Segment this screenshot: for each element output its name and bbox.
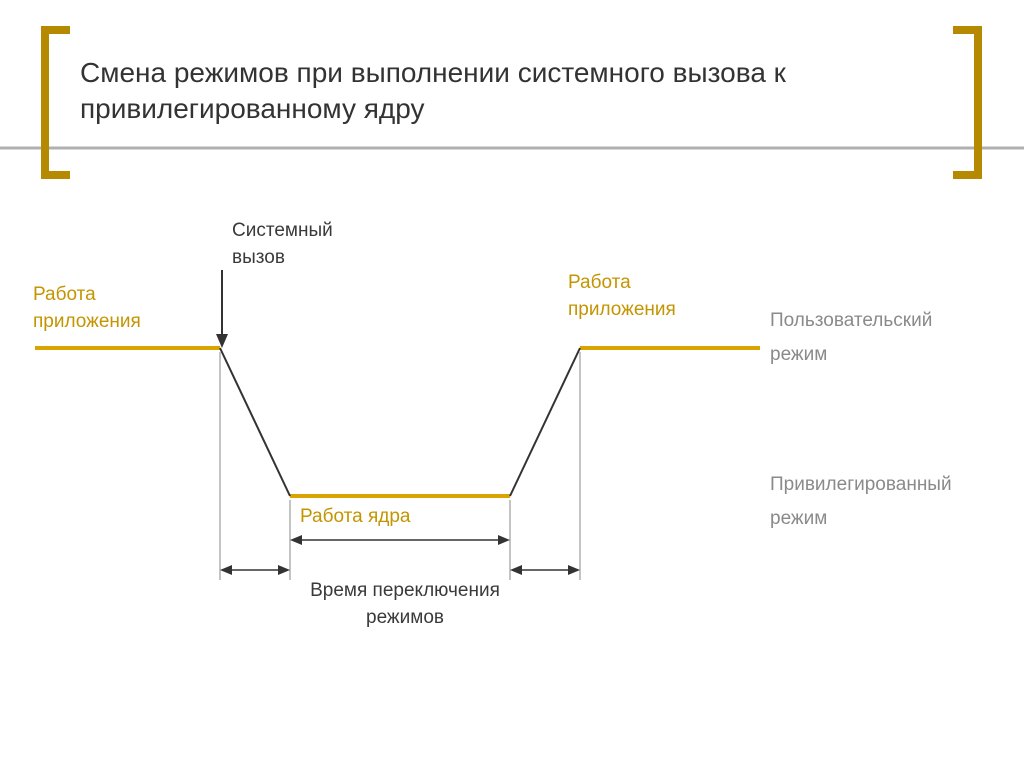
dim-switch-time bbox=[220, 352, 580, 580]
transition-up bbox=[510, 348, 580, 496]
diagram-svg bbox=[0, 0, 1024, 768]
bracket-right-icon bbox=[953, 30, 978, 175]
transition-down bbox=[220, 348, 290, 496]
label-app-left: Работа приложения bbox=[33, 282, 141, 335]
label-user-mode: Пользовательский режим bbox=[770, 304, 932, 372]
label-switch-time: Время переключения режимов bbox=[275, 578, 535, 631]
slide-root: Смена режимов при выполнении системного … bbox=[0, 0, 1024, 768]
label-kernel-work: Работа ядра bbox=[300, 504, 410, 531]
syscall-arrow-head bbox=[216, 334, 228, 348]
label-app-right: Работа приложения bbox=[568, 270, 676, 323]
bracket-left-icon bbox=[45, 30, 70, 175]
label-system-call: Системный вызов bbox=[232, 218, 333, 271]
label-priv-mode: Привилегированный режим bbox=[770, 468, 952, 536]
